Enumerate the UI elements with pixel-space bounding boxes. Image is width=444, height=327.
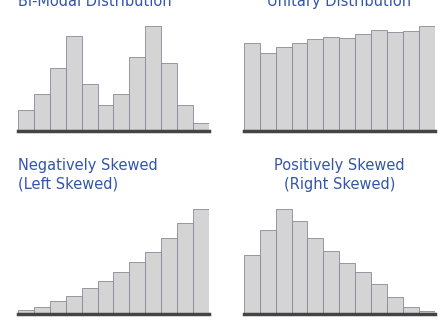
Bar (387, 32, 403, 131)
Bar (323, 37, 339, 131)
Bar (82, 84, 98, 131)
Bar (34, 94, 50, 131)
Bar (419, 26, 435, 131)
Bar (18, 110, 34, 131)
Bar (193, 209, 209, 314)
Bar (339, 263, 355, 314)
Bar (276, 209, 292, 314)
Bar (130, 57, 145, 131)
Bar (114, 94, 130, 131)
Bar (308, 238, 323, 314)
Bar (177, 223, 193, 314)
Bar (371, 284, 387, 314)
Bar (355, 272, 371, 314)
Bar (355, 34, 371, 131)
Bar (339, 38, 355, 131)
Bar (292, 43, 308, 131)
Bar (177, 105, 193, 131)
Bar (276, 47, 292, 131)
Bar (34, 307, 50, 314)
Bar (419, 311, 435, 314)
Bar (244, 255, 260, 314)
Bar (66, 36, 82, 131)
Bar (114, 272, 130, 314)
Bar (50, 301, 66, 314)
Bar (371, 30, 387, 131)
Bar (66, 296, 82, 314)
Bar (145, 26, 161, 131)
Text: Negatively Skewed
(Left Skewed): Negatively Skewed (Left Skewed) (18, 158, 158, 192)
Bar (308, 39, 323, 131)
Bar (193, 123, 209, 131)
Bar (98, 105, 114, 131)
Bar (98, 281, 114, 314)
Bar (292, 221, 308, 314)
Bar (161, 238, 177, 314)
Bar (50, 68, 66, 131)
Bar (403, 31, 419, 131)
Title: Unitary Distribution: Unitary Distribution (267, 0, 412, 9)
Bar (161, 62, 177, 131)
Bar (145, 252, 161, 314)
Bar (82, 288, 98, 314)
Title: Positively Skewed
(Right Skewed): Positively Skewed (Right Skewed) (274, 158, 405, 192)
Bar (18, 310, 34, 314)
Bar (244, 43, 260, 131)
Bar (323, 251, 339, 314)
Bar (130, 262, 145, 314)
Bar (403, 307, 419, 314)
Bar (260, 53, 276, 131)
Bar (260, 230, 276, 314)
Text: Bi-Modal Distribution: Bi-Modal Distribution (18, 0, 171, 9)
Bar (387, 297, 403, 314)
